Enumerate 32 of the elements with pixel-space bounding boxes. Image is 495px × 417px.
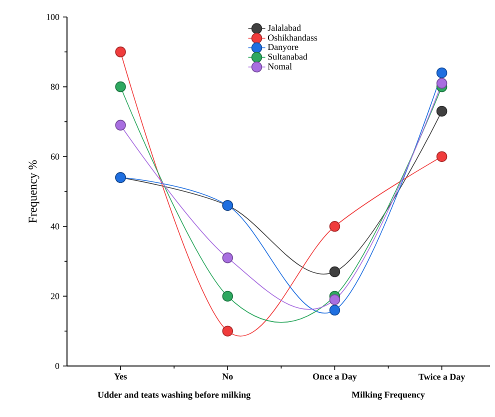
point <box>329 266 340 278</box>
point <box>115 81 126 92</box>
y-axis-title: Frequency % <box>28 160 40 223</box>
legend-label: Jalalabad <box>268 24 301 31</box>
y-tick-label: 20 <box>50 293 60 300</box>
x-tick-label: No <box>222 374 233 380</box>
point <box>115 46 126 58</box>
y-tick-label: 80 <box>50 84 60 90</box>
legend-label: Sultanabad <box>268 53 308 60</box>
y-tick-label: 100 <box>46 14 60 20</box>
legend-label: Oshikhandass <box>268 34 318 41</box>
x-tick-label: Twice a Day <box>418 374 466 382</box>
text: Milking Frequency <box>352 391 425 400</box>
y-tick-label: 0 <box>55 362 60 370</box>
point <box>436 67 448 78</box>
point <box>222 290 234 302</box>
legend-label: Danyore <box>268 44 298 52</box>
point <box>222 252 234 264</box>
point <box>329 294 340 306</box>
point <box>436 106 448 117</box>
x-tick-label: Once a Day <box>313 374 357 382</box>
y-tick-label: 60 <box>50 154 60 160</box>
point <box>436 151 448 162</box>
point <box>329 304 340 316</box>
point <box>329 221 340 232</box>
point <box>115 120 126 131</box>
y-tick-label: 40 <box>50 223 60 230</box>
x-tick-label: Yes <box>114 374 127 380</box>
text: Udder and teats washing before milking <box>98 391 250 400</box>
point <box>222 326 234 336</box>
legend-label: Nomal <box>268 63 292 70</box>
point <box>436 78 448 89</box>
